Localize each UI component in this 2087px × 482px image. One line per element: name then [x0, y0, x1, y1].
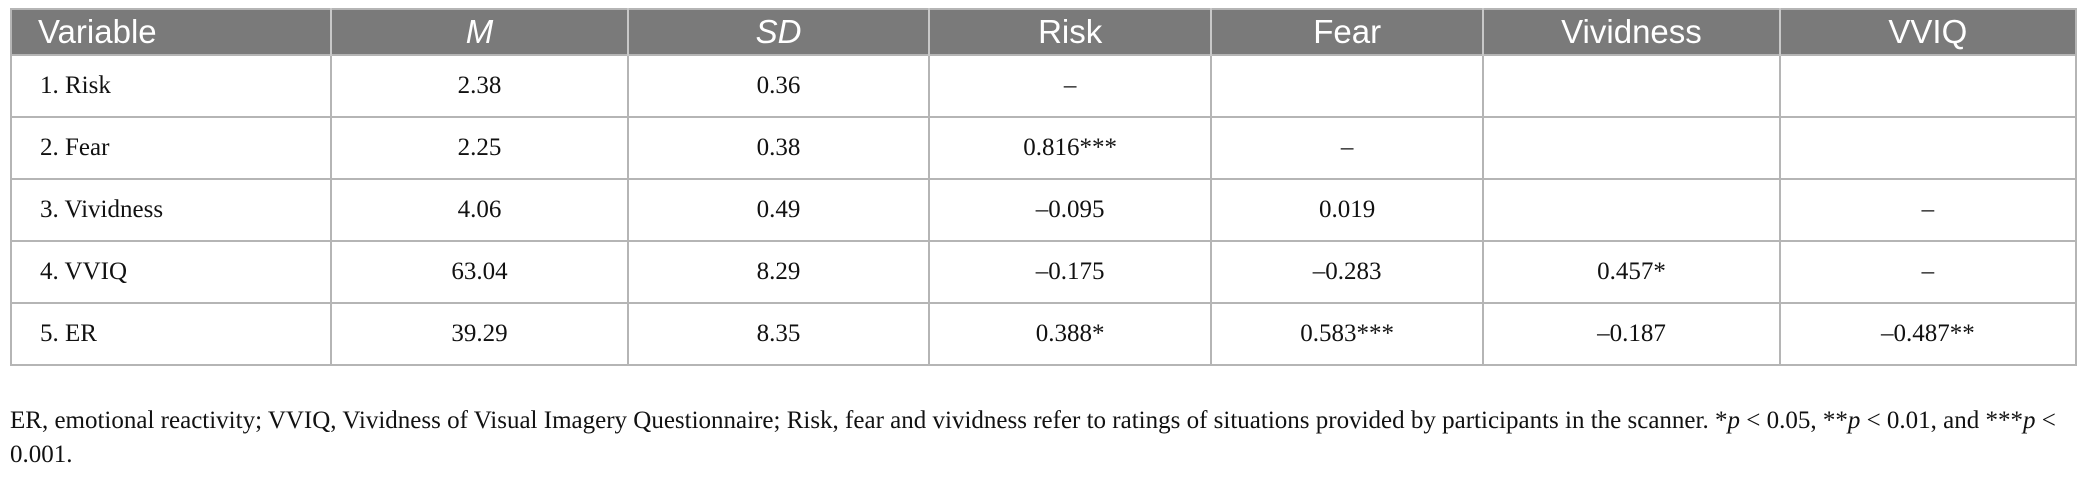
header-sd: SD: [626, 9, 930, 55]
footnote-text: ER, emotional reactivity; VVIQ, Vividnes…: [10, 407, 1715, 434]
table-footnote: ER, emotional reactivity; VVIQ, Vividnes…: [10, 404, 2080, 472]
cell-vviq: [1778, 54, 2076, 117]
footnote-p2-symbol: **: [1822, 407, 1848, 434]
cell-mean: 2.25: [330, 116, 628, 179]
cell-vviq: [1778, 116, 2076, 179]
table-row: 3. Vividness 4.06 0.49 –0.095 0.019 –: [9, 178, 2076, 241]
cell-vividness: [1482, 116, 1780, 179]
header-vviq: VVIQ: [1778, 9, 2076, 55]
cell-variable: 5. ER: [9, 302, 332, 365]
cell-sd: 0.36: [626, 54, 930, 117]
header-row: Variable M SD Risk Fear Vividness VVIQ: [11, 9, 2076, 55]
cell-mean: 4.06: [330, 178, 628, 241]
cell-vividness: –0.187: [1482, 302, 1780, 365]
header-vividness: Vividness: [1482, 9, 1780, 55]
correlation-table: Variable M SD Risk Fear Vividness VVIQ 1…: [9, 8, 2077, 366]
cell-sd: 8.35: [626, 302, 930, 365]
header-variable: Variable: [11, 9, 332, 55]
cell-variable: 2. Fear: [9, 116, 332, 179]
cell-fear: –: [1209, 116, 1484, 179]
cell-mean: 63.04: [330, 240, 628, 303]
cell-vividness: [1482, 54, 1780, 117]
cell-risk: –0.175: [928, 240, 1211, 303]
footnote-p1-rest: < 0.05,: [1739, 407, 1823, 434]
cell-variable: 3. Vividness: [9, 178, 332, 241]
footnote-p3-var: p: [2023, 407, 2036, 434]
footnote-p3-symbol: ***: [1985, 407, 2024, 434]
cell-vividness: 0.457*: [1482, 240, 1780, 303]
correlation-table-container: Variable M SD Risk Fear Vividness VVIQ 1…: [9, 8, 2077, 366]
footnote-p2-rest: < 0.01, and: [1860, 407, 1986, 434]
footnote-p1-var: p: [1727, 407, 1740, 434]
cell-variable: 1. Risk: [9, 54, 332, 117]
header-fear: Fear: [1209, 9, 1484, 55]
cell-mean: 39.29: [330, 302, 628, 365]
cell-vviq: –: [1778, 240, 2076, 303]
cell-risk: –: [928, 54, 1211, 117]
cell-sd: 8.29: [626, 240, 930, 303]
cell-variable: 4. VVIQ: [9, 240, 332, 303]
table-row: 4. VVIQ 63.04 8.29 –0.175 –0.283 0.457* …: [9, 240, 2076, 303]
footnote-p1-symbol: *: [1714, 407, 1728, 434]
cell-risk: 0.816***: [928, 116, 1211, 179]
cell-sd: 0.38: [626, 116, 930, 179]
cell-fear: –0.283: [1209, 240, 1484, 303]
table-row: 5. ER 39.29 8.35 0.388* 0.583*** –0.187 …: [9, 302, 2076, 365]
footnote-p2-var: p: [1847, 407, 1861, 434]
cell-fear: 0.019: [1209, 178, 1484, 241]
cell-vviq: –0.487**: [1778, 302, 2076, 365]
footnote-p3-rest: < 0.001.: [10, 407, 2056, 468]
header-mean: M: [330, 9, 628, 55]
cell-risk: 0.388*: [928, 302, 1211, 365]
cell-vviq: –: [1778, 178, 2076, 241]
cell-risk: –0.095: [928, 178, 1211, 241]
header-risk: Risk: [928, 9, 1211, 55]
table-row: 1. Risk 2.38 0.36 –: [9, 54, 2076, 117]
table-row: 2. Fear 2.25 0.38 0.816*** –: [9, 116, 2076, 179]
cell-fear: 0.583***: [1209, 302, 1484, 365]
cell-sd: 0.49: [626, 178, 930, 241]
cell-vividness: [1482, 178, 1780, 241]
cell-fear: [1209, 54, 1484, 117]
cell-mean: 2.38: [330, 54, 628, 117]
